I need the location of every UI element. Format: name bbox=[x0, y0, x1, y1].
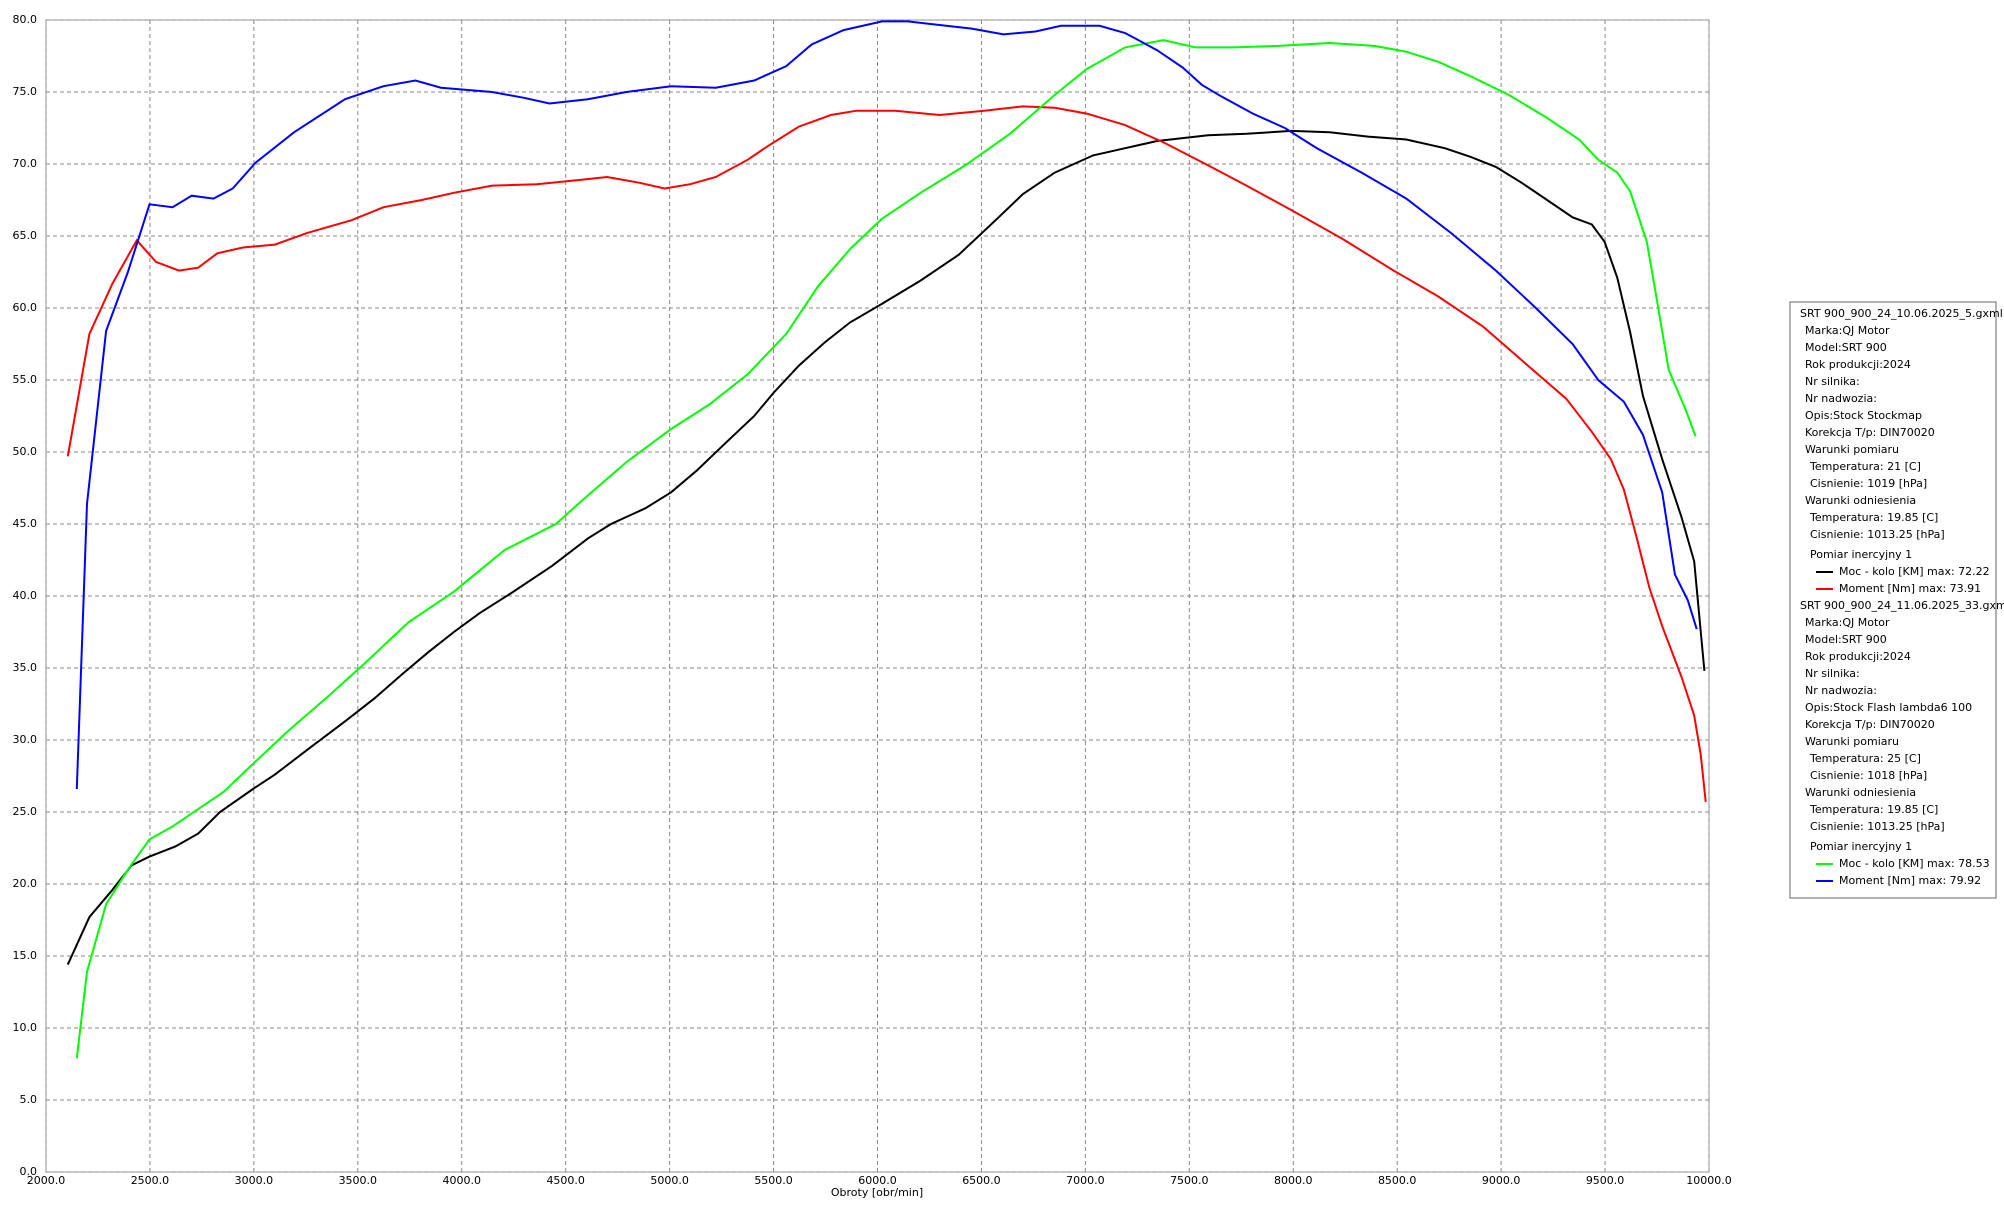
legend-info: Nr nadwozia: bbox=[1805, 392, 1877, 405]
series-line bbox=[75, 20, 1698, 790]
legend-file: SRT 900_900_24_11.06.2025_33.gxml bbox=[1800, 599, 2004, 612]
x-tick-label: 4000.0 bbox=[443, 1174, 482, 1187]
x-tick-label: 5500.0 bbox=[754, 1174, 793, 1187]
legend-item: Cisnienie: 1013.25 [hPa] bbox=[1810, 528, 1945, 541]
legend-info: Korekcja T/p: DIN70020 bbox=[1805, 426, 1935, 439]
legend-heading: Warunki pomiaru bbox=[1805, 443, 1899, 456]
legend-method: Pomiar inercyjny 1 bbox=[1810, 840, 1912, 853]
legend-info: Nr nadwozia: bbox=[1805, 684, 1877, 697]
y-tick-label: 50.0 bbox=[13, 445, 38, 458]
x-tick-label: 10000.0 bbox=[1686, 1174, 1732, 1187]
y-tick-label: 20.0 bbox=[13, 877, 38, 890]
y-tick-label: 0.0 bbox=[20, 1165, 38, 1178]
legend-info: Rok produkcji:2024 bbox=[1805, 358, 1911, 371]
y-tick-label: 45.0 bbox=[13, 517, 38, 530]
x-tick-label: 6000.0 bbox=[858, 1174, 897, 1187]
x-tick-label: 7000.0 bbox=[1066, 1174, 1105, 1187]
legend-item: Cisnienie: 1018 [hPa] bbox=[1810, 769, 1927, 782]
legend-info: Model:SRT 900 bbox=[1805, 341, 1887, 354]
y-tick-label: 75.0 bbox=[13, 85, 38, 98]
x-tick-label: 9500.0 bbox=[1586, 1174, 1625, 1187]
x-axis-title: Obroty [obr/min] bbox=[831, 1186, 923, 1199]
legend-info: Model:SRT 900 bbox=[1805, 633, 1887, 646]
x-tick-label: 8000.0 bbox=[1274, 1174, 1313, 1187]
legend-box bbox=[1789, 301, 1997, 899]
series-line bbox=[66, 129, 1706, 966]
y-tick-label: 65.0 bbox=[13, 229, 38, 242]
x-tick-label: 5000.0 bbox=[650, 1174, 689, 1187]
legend-info: Opis:Stock Flash lambda6 100 bbox=[1805, 701, 1972, 714]
y-tick-label: 5.0 bbox=[20, 1093, 38, 1106]
legend-entry: Moc - kolo [KM] max: 78.53 bbox=[1839, 857, 1990, 870]
legend-item: Temperatura: 19.85 [C] bbox=[1809, 511, 1938, 524]
y-tick-label: 35.0 bbox=[13, 661, 38, 674]
y-tick-label: 15.0 bbox=[13, 949, 38, 962]
legend-method: Pomiar inercyjny 1 bbox=[1810, 548, 1912, 561]
y-tick-label: 40.0 bbox=[13, 589, 38, 602]
legend-heading: Warunki odniesienia bbox=[1805, 494, 1916, 507]
legend-heading: Warunki pomiaru bbox=[1805, 735, 1899, 748]
x-tick-label: 9000.0 bbox=[1482, 1174, 1521, 1187]
legend-heading: Warunki odniesienia bbox=[1805, 786, 1916, 799]
x-tick-label: 2000.0 bbox=[27, 1174, 66, 1187]
y-tick-label: 10.0 bbox=[13, 1021, 38, 1034]
x-tick-label: 6500.0 bbox=[962, 1174, 1001, 1187]
legend-item: Cisnienie: 1013.25 [hPa] bbox=[1810, 820, 1945, 833]
legend-entry: Moment [Nm] max: 79.92 bbox=[1839, 874, 1981, 887]
legend-item: Temperatura: 19.85 [C] bbox=[1809, 803, 1938, 816]
y-tick-label: 25.0 bbox=[13, 805, 38, 818]
y-tick-label: 70.0 bbox=[13, 157, 38, 170]
legend-info: Opis:Stock Stockmap bbox=[1805, 409, 1922, 422]
x-tick-label: 2500.0 bbox=[131, 1174, 170, 1187]
x-tick-label: 3500.0 bbox=[339, 1174, 378, 1187]
series-line bbox=[75, 39, 1697, 1059]
y-tick-label: 55.0 bbox=[13, 373, 38, 386]
x-tick-label: 4500.0 bbox=[546, 1174, 585, 1187]
legend-entry: Moc - kolo [KM] max: 72.22 bbox=[1839, 565, 1990, 578]
legend-info: Marka:QJ Motor bbox=[1805, 616, 1890, 629]
y-tick-label: 30.0 bbox=[13, 733, 38, 746]
legend-info: Rok produkcji:2024 bbox=[1805, 650, 1911, 663]
legend-item: Temperatura: 21 [C] bbox=[1809, 460, 1921, 473]
x-tick-label: 7500.0 bbox=[1170, 1174, 1209, 1187]
legend-info: Marka:QJ Motor bbox=[1805, 324, 1890, 337]
legend-item: Cisnienie: 1019 [hPa] bbox=[1810, 477, 1927, 490]
legend-info: Nr silnika: bbox=[1805, 375, 1860, 388]
series-line bbox=[66, 105, 1707, 803]
legend-info: Korekcja T/p: DIN70020 bbox=[1805, 718, 1935, 731]
y-tick-label: 60.0 bbox=[13, 301, 38, 314]
legend-item: Temperatura: 25 [C] bbox=[1809, 752, 1921, 765]
y-tick-label: 80.0 bbox=[13, 13, 38, 26]
x-tick-label: 8500.0 bbox=[1378, 1174, 1417, 1187]
legend-entry: Moment [Nm] max: 73.91 bbox=[1839, 582, 1981, 595]
x-tick-label: 3000.0 bbox=[235, 1174, 274, 1187]
legend-file: SRT 900_900_24_10.06.2025_5.gxml bbox=[1800, 307, 2003, 320]
legend-info: Nr silnika: bbox=[1805, 667, 1860, 680]
